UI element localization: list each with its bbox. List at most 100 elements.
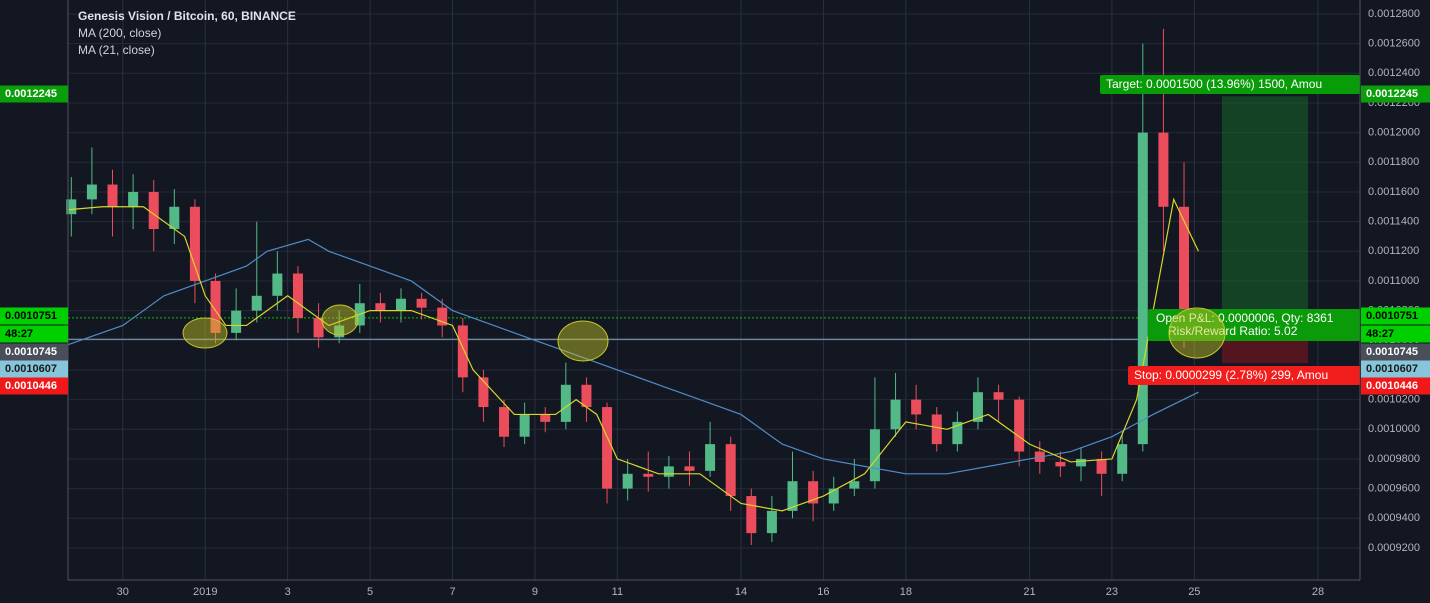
candle-body [993, 392, 1004, 400]
stop-zone [1221, 339, 1309, 364]
x-tick-label: 9 [532, 586, 538, 598]
pnl-label-box [1148, 309, 1360, 341]
price-tag: 0.0010745 [1366, 346, 1418, 358]
price-tag: 0.0010446 [1366, 380, 1418, 392]
candle-body [66, 199, 77, 215]
x-tick-label: 23 [1106, 586, 1118, 598]
risk-reward-label: Risk/Reward Ratio: 5.02 [1168, 324, 1298, 338]
stop-label: Stop: 0.0000299 (2.78%) 299, Amou [1134, 368, 1328, 382]
price-tag: 0.0012245 [1366, 88, 1418, 100]
target-zone [1221, 96, 1309, 340]
candle-body [416, 298, 427, 308]
x-tick-label: 7 [449, 586, 455, 598]
y-tick-label: 0.0012600 [1368, 38, 1420, 50]
candle-body [952, 421, 963, 445]
legend-entry: MA (21, close) [78, 43, 155, 57]
price-tag-box [0, 377, 68, 395]
candle-body [725, 444, 736, 497]
candle-body [210, 280, 221, 333]
candle-body [375, 303, 386, 311]
candle-body [292, 273, 303, 319]
candle-body [787, 481, 798, 511]
price-tag-box [0, 85, 68, 103]
candle-body [602, 407, 613, 489]
candle-body [911, 399, 922, 415]
price-tag-box [0, 343, 68, 361]
price-tag-box [0, 307, 68, 325]
candle-body [746, 496, 757, 534]
price-tag-box [0, 325, 68, 343]
price-tag: 0.0010751 [1366, 310, 1418, 322]
price-tag: 48:27 [1366, 328, 1394, 340]
annotation-ellipse [321, 304, 359, 336]
y-tick-label: 0.0012800 [1368, 8, 1420, 20]
candle-body [1117, 444, 1128, 474]
candle-body [519, 414, 530, 437]
legend: Genesis Vision / Bitcoin, 60, BINANCE MA… [78, 9, 296, 57]
candle-body [1075, 458, 1086, 467]
candle-body [1055, 461, 1066, 467]
candle-body [334, 325, 345, 338]
candle-body [849, 481, 860, 489]
y-tick-label: 0.0010200 [1368, 394, 1420, 406]
candle-body [869, 429, 880, 482]
legend-entry: MA (200, close) [78, 26, 161, 40]
candle-body [272, 273, 283, 296]
annotation-ellipse [557, 320, 609, 362]
y-tick-label: 0.0009600 [1368, 483, 1420, 495]
x-tick-label: 18 [900, 586, 912, 598]
candle-body [107, 184, 118, 207]
candle-body [1158, 132, 1169, 207]
stop-label-box [1128, 366, 1360, 385]
candle-body [663, 466, 674, 477]
candle-body [1014, 399, 1025, 452]
ma-line [67, 197, 1199, 512]
candle-body [560, 384, 571, 422]
candle-body [231, 310, 242, 333]
candle-body [622, 473, 633, 489]
x-tick-label: 11 [612, 586, 623, 598]
y-tick-label: 0.0009400 [1368, 512, 1420, 524]
candle-body [828, 488, 839, 504]
annotation-ellipse [1168, 307, 1226, 359]
y-tick-label: 0.0011000 [1368, 275, 1419, 287]
y-tick-label: 0.0011600 [1368, 186, 1419, 198]
target-label-box [1100, 75, 1360, 94]
candle-body [643, 473, 654, 477]
x-tick-label: 5 [367, 586, 373, 598]
x-tick-label: 16 [817, 586, 829, 598]
candle-body [890, 399, 901, 430]
x-tick-label: 28 [1312, 586, 1324, 598]
price-tag: 0.0010607 [1366, 363, 1418, 375]
target-label: Target: 0.0001500 (13.96%) 1500, Amou [1106, 77, 1322, 91]
x-tick-label: 14 [735, 586, 747, 598]
price-tag-box [1361, 360, 1430, 378]
chart-title: Genesis Vision / Bitcoin, 60, BINANCE [78, 9, 296, 23]
y-tick-label: 0.0011200 [1368, 245, 1419, 257]
plot-layer [66, 28, 1360, 545]
price-tag: 0.0010745 [5, 346, 57, 358]
candle-body [1179, 206, 1190, 326]
candle-body [169, 206, 180, 230]
price-tag-box [1361, 307, 1430, 325]
candle-body [86, 184, 97, 200]
annotation-ellipse [182, 317, 228, 349]
price-tag: 0.0012245 [5, 88, 57, 100]
candle-body [395, 298, 406, 311]
x-tick-label: 21 [1023, 586, 1035, 598]
y-tick-label: 0.0012400 [1368, 67, 1420, 79]
candle-body [478, 377, 489, 408]
candle-body [499, 407, 510, 437]
candle-body [684, 466, 695, 471]
price-tag-box [0, 360, 68, 378]
y-tick-label: 0.0010000 [1368, 423, 1420, 435]
pnl-label: Open P&L: 0.0000006, Qty: 8361 [1156, 311, 1334, 325]
candle-body [313, 318, 324, 338]
price-tag: 0.0010446 [5, 380, 57, 392]
candle-body [457, 325, 468, 378]
price-tag: 0.0010751 [5, 310, 57, 322]
candle-body [1137, 132, 1148, 445]
candle-body [251, 295, 262, 311]
